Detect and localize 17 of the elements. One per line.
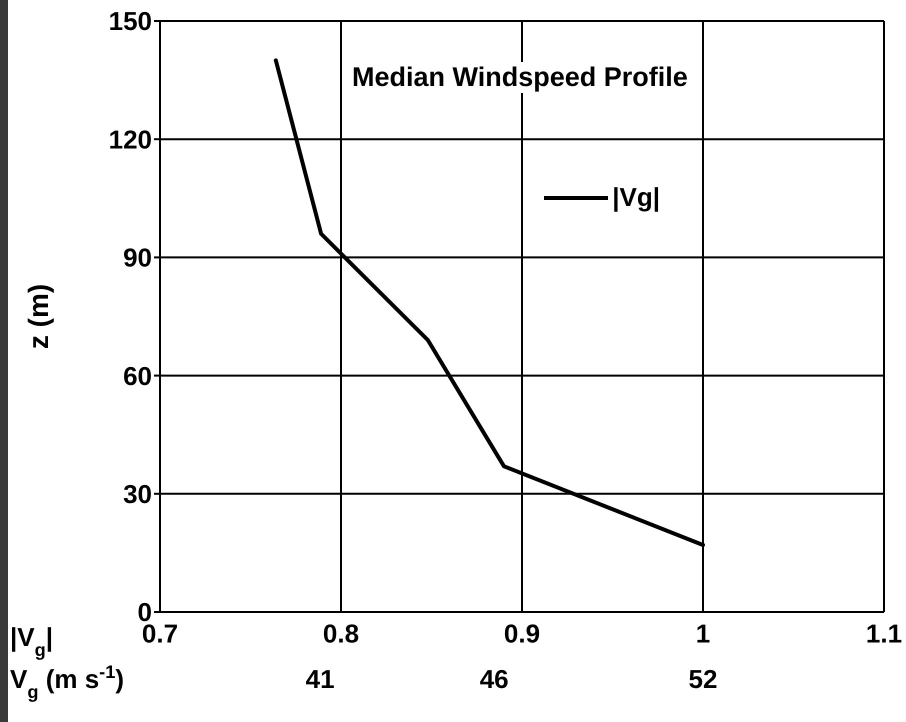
y-tick-label: 60	[123, 360, 152, 391]
x-tick-label: 1	[696, 618, 710, 648]
x-tick-label: 1.1	[866, 618, 902, 648]
y-tick-label: 30	[123, 479, 152, 510]
y-tick-label: 120	[108, 124, 152, 154]
y-axis-title: z (m)	[22, 284, 54, 350]
x2-axis-title: V$_{g}$ (m s$^{-1}$)	[10, 662, 124, 702]
text: Median Windspeed Profile	[348, 62, 692, 93]
legend-label: |Vg|	[612, 182, 660, 213]
x-tick-label: 0.8	[322, 618, 360, 648]
y-tick-label: 150	[108, 6, 152, 36]
x2-tick-label: 52	[688, 664, 718, 694]
y-tick-label: 90	[123, 242, 152, 273]
x2-tick-label: 41	[306, 664, 335, 694]
x-axis-title: |V$_{g}$|	[10, 622, 54, 660]
x2-tick-label: 46	[480, 664, 509, 694]
x-tick-label: 0.9	[504, 618, 540, 648]
